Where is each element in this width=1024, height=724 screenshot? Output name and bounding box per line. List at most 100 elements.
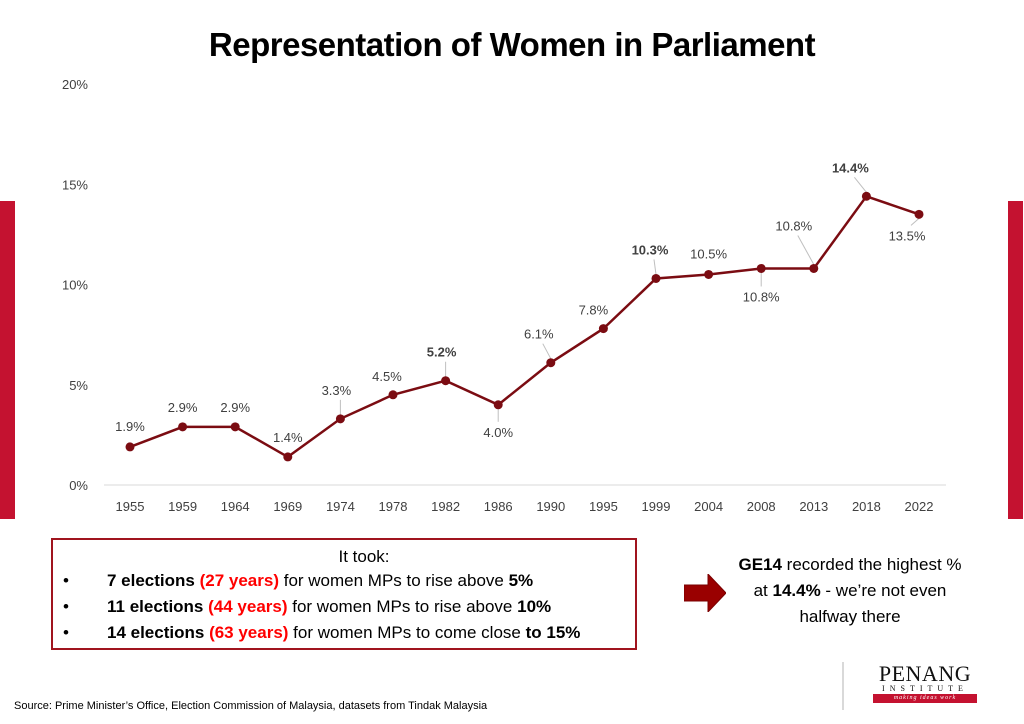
data-label: 14.4% bbox=[832, 160, 869, 175]
bullet: • bbox=[63, 623, 69, 642]
x-axis: 1955 1959 1964 1969 1974 1978 1982 1986 1990 1995… bbox=[116, 499, 934, 514]
data-point bbox=[178, 422, 188, 432]
logo-sub: INSTITUTE bbox=[882, 684, 968, 693]
y-tick-label: 5% bbox=[69, 378, 88, 393]
x-tick-label: 1978 bbox=[379, 499, 408, 514]
x-tick-label: 2008 bbox=[747, 499, 776, 514]
info-text: for women MPs to rise above bbox=[287, 597, 518, 616]
years-count: (27 years) bbox=[199, 571, 279, 590]
penang-institute-logo: PENANG INSTITUTE making ideas work bbox=[873, 661, 977, 703]
logo-tagline: making ideas work bbox=[873, 694, 977, 703]
info-heading: It took: bbox=[338, 547, 390, 566]
data-label: 10.5% bbox=[690, 246, 727, 261]
target-percent: 5% bbox=[508, 571, 534, 590]
data-label: 3.3% bbox=[322, 383, 352, 398]
data-label: 10.8% bbox=[743, 289, 780, 304]
info-text: for women MPs to come close bbox=[288, 623, 526, 642]
data-label: 4.0% bbox=[483, 425, 513, 440]
x-tick-label: 1995 bbox=[589, 499, 618, 514]
data-point bbox=[598, 324, 608, 334]
x-tick-label: 1982 bbox=[431, 499, 460, 514]
note-bold: GE14 bbox=[738, 555, 782, 574]
data-point bbox=[283, 452, 293, 462]
logo-name: PENANG bbox=[878, 661, 972, 686]
data-point bbox=[546, 358, 556, 368]
data-point bbox=[388, 390, 398, 400]
x-tick-label: 1969 bbox=[273, 499, 302, 514]
target-percent: to 15% bbox=[525, 623, 581, 642]
note-bold: 14.4% bbox=[772, 581, 821, 600]
note-text: recorded the highest % at bbox=[753, 555, 962, 600]
x-tick-label: 1986 bbox=[484, 499, 513, 514]
data-label: 13.5% bbox=[889, 228, 926, 243]
leader-line bbox=[910, 217, 920, 226]
right-arrow-icon bbox=[684, 574, 726, 612]
data-point bbox=[704, 269, 714, 279]
x-tick-label: 1999 bbox=[642, 499, 671, 514]
bullet: • bbox=[63, 571, 69, 590]
x-tick-label: 1964 bbox=[221, 499, 250, 514]
election-count: 11 elections bbox=[107, 597, 204, 616]
leader-line bbox=[542, 343, 552, 359]
data-point bbox=[914, 209, 924, 219]
data-label: 4.5% bbox=[372, 369, 402, 384]
data-point bbox=[809, 263, 819, 273]
x-tick-label: 1959 bbox=[168, 499, 197, 514]
data-point bbox=[651, 273, 661, 283]
data-point bbox=[756, 263, 766, 273]
leader-line bbox=[653, 259, 657, 275]
data-label: 1.9% bbox=[115, 419, 145, 434]
x-tick-label: 2004 bbox=[694, 499, 723, 514]
callout-note: GE14 recorded the highest % at 14.4% - w… bbox=[730, 552, 970, 630]
y-tick-label: 10% bbox=[62, 278, 88, 293]
election-count: 14 elections bbox=[107, 623, 205, 642]
data-labels: 1.9% 2.9% 2.9% 1.4% 3.3% 4.5% 5.2% 4.0% 6.1% 7.8%… bbox=[115, 160, 926, 445]
line-chart: 0%5%10%15%20% 1955 1959 1964 1969 1974 1978 19… bbox=[62, 77, 946, 514]
target-percent: 10% bbox=[517, 597, 552, 616]
note-text: - we’re not even halfway there bbox=[799, 581, 947, 626]
left-accent-bar bbox=[0, 201, 15, 519]
info-line: • 7 elections (27 years) for women MPs to… bbox=[53, 568, 635, 594]
x-tick-label: 1955 bbox=[116, 499, 145, 514]
chart-title: Representation of Women in Parliament bbox=[208, 26, 816, 63]
y-tick-label: 20% bbox=[62, 77, 88, 92]
data-point bbox=[230, 422, 240, 432]
bullet: • bbox=[63, 597, 69, 616]
leader-line bbox=[797, 235, 815, 265]
data-point bbox=[441, 376, 451, 386]
data-label: 10.8% bbox=[775, 218, 812, 233]
source-note: Source: Prime Minister’s Office, Electio… bbox=[14, 700, 488, 712]
data-label: 2.9% bbox=[220, 400, 250, 415]
series-line bbox=[129, 194, 920, 459]
election-count: 7 elections bbox=[107, 571, 195, 590]
data-label: 6.1% bbox=[524, 327, 554, 342]
x-tick-label: 2013 bbox=[799, 499, 828, 514]
right-accent-bar bbox=[1008, 201, 1023, 519]
data-points bbox=[125, 191, 924, 462]
data-label: 10.3% bbox=[632, 242, 669, 257]
data-point bbox=[493, 400, 503, 410]
years-count: (63 years) bbox=[209, 623, 289, 642]
leader-lines bbox=[339, 176, 920, 422]
years-count: (44 years) bbox=[208, 597, 288, 616]
data-label: 5.2% bbox=[427, 345, 457, 360]
x-tick-label: 2018 bbox=[852, 499, 881, 514]
data-point bbox=[861, 191, 871, 201]
x-tick-label: 1974 bbox=[326, 499, 355, 514]
y-axis: 0% 5% 10% 15% 20% bbox=[62, 77, 88, 493]
info-line: • 14 elections (63 years) for women MPs t… bbox=[53, 620, 635, 646]
info-text: for women MPs to rise above bbox=[279, 571, 509, 590]
data-label: 2.9% bbox=[168, 400, 198, 415]
data-label: 7.8% bbox=[579, 303, 609, 318]
data-label: 1.4% bbox=[273, 430, 303, 445]
logo-divider bbox=[842, 662, 844, 710]
leader-line bbox=[854, 176, 867, 193]
x-tick-label: 1990 bbox=[536, 499, 565, 514]
y-tick-label: 15% bbox=[62, 177, 88, 192]
data-point bbox=[125, 442, 135, 452]
data-point bbox=[335, 414, 345, 424]
x-tick-label: 2022 bbox=[905, 499, 934, 514]
y-tick-label: 0% bbox=[69, 478, 88, 493]
info-line: • 11 elections (44 years) for women MPs t… bbox=[53, 594, 635, 620]
info-box: It took: • 7 elections (27 years) for wom… bbox=[51, 538, 637, 650]
